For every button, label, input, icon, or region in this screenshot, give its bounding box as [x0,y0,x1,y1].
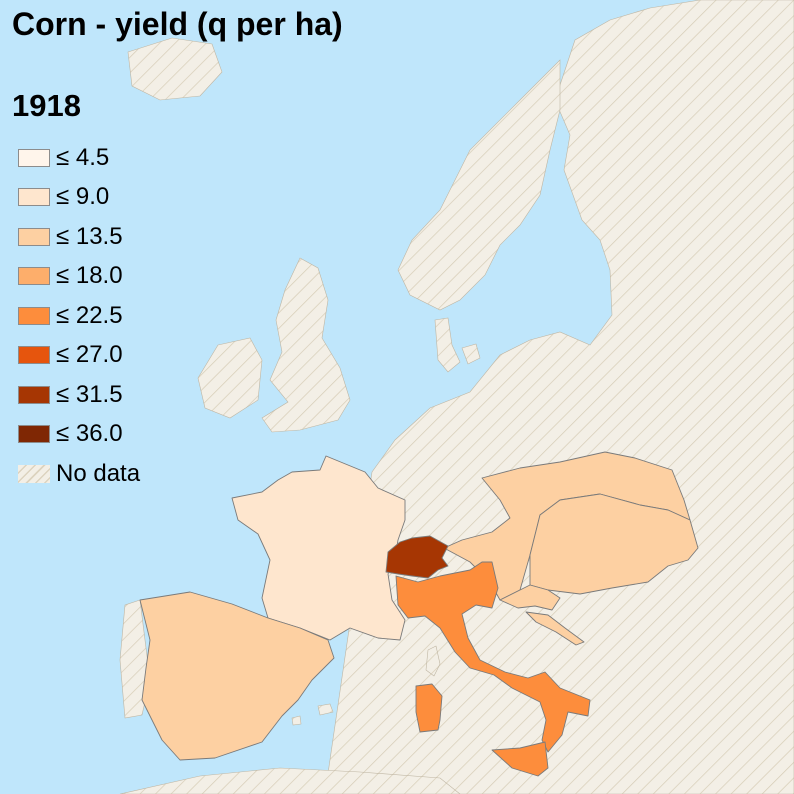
region-dalmatia[interactable] [525,611,585,646]
legend: ≤ 4.5 ≤ 9.0 ≤ 13.5 ≤ 18.0 ≤ 22.5 ≤ 27.0 … [18,138,140,494]
legend-swatch [18,188,50,207]
legend-item: ≤ 4.5 [18,138,140,178]
legend-label: ≤ 36.0 [56,420,123,448]
legend-swatch [18,148,50,167]
legend-item: ≤ 13.5 [18,217,140,257]
balearic-islands-no-data [317,703,334,716]
region-italy[interactable] [395,561,591,753]
iceland-no-data [127,37,223,101]
sardinia-channel-islets-no-data [291,715,302,726]
danish-islands-no-data [461,343,481,365]
scandinavia-no-data [397,59,561,311]
legend-swatch [18,385,50,404]
legend-swatch [18,227,50,246]
legend-label: ≤ 18.0 [56,262,123,290]
legend-item: ≤ 31.5 [18,375,140,415]
region-corsica[interactable] [425,645,441,677]
legend-swatch [18,425,50,444]
legend-label: ≤ 4.5 [56,143,110,171]
region-croatia[interactable] [499,584,561,611]
legend-item: ≤ 36.0 [18,415,140,455]
legend-label: ≤ 13.5 [56,222,123,250]
legend-year: 1918 [12,88,81,123]
legend-item: ≤ 18.0 [18,257,140,297]
north-africa-no-data [119,767,461,794]
map-title: Corn - yield (q per ha) [12,6,343,42]
legend-swatch-no-data [18,464,50,483]
region-france[interactable] [231,455,406,641]
legend-label: ≤ 31.5 [56,380,123,408]
ireland-no-data [197,337,263,419]
region-sicily[interactable] [491,741,549,777]
legend-label: ≤ 22.5 [56,301,123,329]
legend-label: ≤ 27.0 [56,341,123,369]
region-sardinia[interactable] [415,683,443,733]
legend-swatch [18,346,50,365]
region-spain[interactable] [139,591,335,761]
jutland-no-data [434,317,461,373]
region-hungary[interactable] [529,493,699,595]
legend-item-no-data: No data [18,454,140,494]
great-britain-no-data [261,257,351,433]
legend-swatch [18,267,50,286]
legend-item: ≤ 9.0 [18,178,140,218]
legend-label: ≤ 9.0 [56,183,110,211]
legend-label-no-data: No data [56,459,141,487]
legend-item: ≤ 22.5 [18,296,140,336]
legend-item: ≤ 27.0 [18,336,140,376]
legend-swatch [18,306,50,325]
region-switzerland[interactable] [385,535,449,579]
